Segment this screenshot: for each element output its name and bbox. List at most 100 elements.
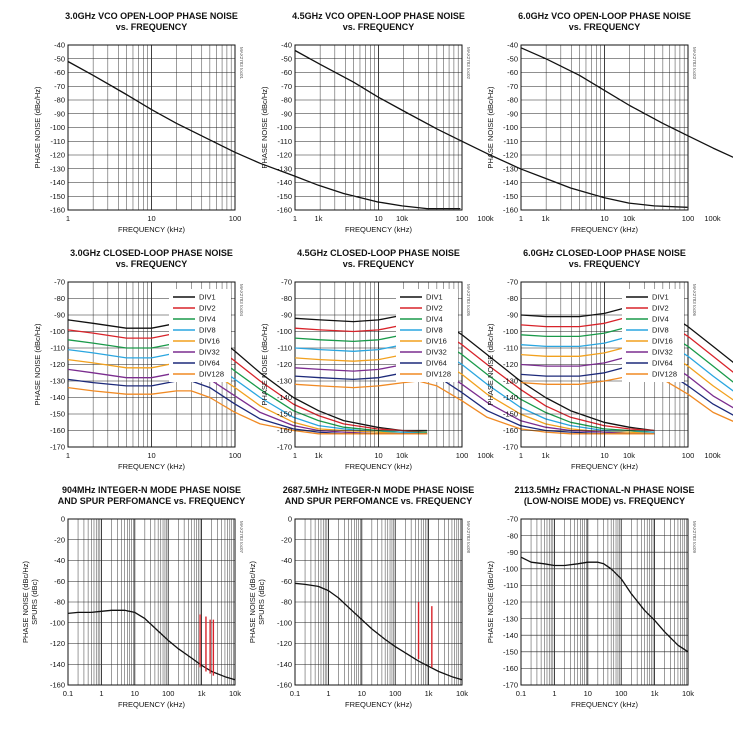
x-tick-label: 100k — [704, 451, 721, 460]
y-tick-label: -100 — [277, 327, 292, 336]
y-tick-label: -70 — [507, 278, 518, 287]
chart-8: 2687.5MHz INTEGER-N MODE PHASE NOISEAND … — [248, 485, 474, 709]
chart-title: vs. FREQUENCY — [569, 22, 641, 32]
legend-label: DIV1 — [652, 293, 669, 302]
legend-box — [622, 289, 684, 382]
chart-code: MAX2783 toc01 — [239, 47, 244, 80]
chart-title: 2113.5MHz FRACTIONAL-N PHASE NOISE — [514, 485, 694, 495]
y-tick-label: -50 — [281, 54, 292, 63]
y-tick-label: -70 — [507, 82, 518, 91]
legend-label: DIV4 — [426, 315, 443, 324]
x-tick-label: 10 — [374, 451, 382, 460]
y-tick-label: -130 — [503, 614, 518, 623]
x-axis-label: FREQUENCY (kHz) — [571, 462, 638, 471]
legend-label: DIV128 — [652, 370, 677, 379]
y-tick-label: -80 — [281, 96, 292, 105]
x-tick-label: 100k — [477, 451, 494, 460]
x-tick-label: 1 — [519, 451, 523, 460]
chart-title: AND SPUR PERFOMANCE vs. FREQUENCY — [285, 496, 473, 506]
chart-title: vs. FREQUENCY — [343, 259, 415, 269]
series-line-div128 — [67, 386, 428, 435]
x-tick-label: 100 — [389, 689, 402, 698]
y-tick-label: -120 — [50, 639, 65, 648]
y-tick-label: -40 — [281, 41, 292, 50]
y-tick-label: -150 — [277, 410, 292, 419]
series-line-div2 — [520, 314, 733, 373]
y-tick-label: -110 — [504, 137, 518, 146]
y-tick-label: -90 — [507, 548, 518, 557]
x-tick-label: 1 — [293, 214, 297, 223]
y-tick-label: -140 — [50, 178, 65, 187]
series-line — [67, 60, 461, 210]
y-tick-label: -140 — [50, 393, 65, 402]
y-tick-label: -140 — [503, 631, 518, 640]
x-tick-label: 1k — [651, 689, 659, 698]
series-line — [294, 582, 463, 681]
y-tick-label: -150 — [277, 192, 292, 201]
y-axis-label: PHASE NOISE (dBc/Hz) — [21, 560, 30, 643]
series-line — [520, 556, 689, 653]
y-tick-label: -60 — [507, 68, 518, 77]
y-tick-label: -110 — [504, 344, 518, 353]
y-tick-label: -120 — [50, 360, 65, 369]
y-tick-label: -130 — [277, 377, 292, 386]
y-tick-label: -80 — [281, 294, 292, 303]
y-tick-label: -130 — [503, 377, 518, 386]
y-tick-label: -160 — [277, 681, 292, 690]
y-tick-label: -90 — [281, 109, 292, 118]
y-tick-label: -120 — [277, 639, 292, 648]
y-tick-label: -140 — [277, 393, 292, 402]
legend-label: DIV8 — [652, 326, 669, 335]
legend-label: DIV128 — [199, 370, 224, 379]
y-tick-label: -70 — [281, 278, 292, 287]
x-tick-label: 100 — [229, 451, 242, 460]
x-tick-label: 10 — [584, 689, 592, 698]
x-axis-label: FREQUENCY (kHz) — [345, 462, 412, 471]
x-tick-label: 0.1 — [516, 689, 526, 698]
chart-code: MAX2783 toc09 — [692, 521, 697, 554]
x-tick-label: 100 — [615, 689, 628, 698]
y-tick-label: -170 — [503, 443, 518, 452]
legend-label: DIV32 — [426, 348, 447, 357]
legend-label: DIV64 — [199, 359, 220, 368]
legend-label: DIV16 — [652, 337, 673, 346]
y-tick-label: -170 — [50, 443, 65, 452]
y-tick-label: -70 — [281, 82, 292, 91]
y-tick-label: -70 — [54, 82, 65, 91]
y-axis-label: PHASE NOISE (dBc/Hz) — [260, 323, 269, 406]
x-axis-label: FREQUENCY (kHz) — [345, 700, 412, 709]
x-tick-label: 1k — [425, 689, 433, 698]
x-tick-label: 10k — [396, 451, 408, 460]
legend-label: DIV4 — [652, 315, 669, 324]
y-tick-label: -120 — [277, 360, 292, 369]
x-tick-label: 1 — [66, 451, 70, 460]
y-tick-label: -140 — [50, 660, 65, 669]
y-tick-label: -70 — [54, 278, 65, 287]
y-tick-label: -90 — [54, 109, 65, 118]
y-tick-label: -170 — [277, 443, 292, 452]
x-tick-label: 10 — [600, 214, 608, 223]
chart-code: MAX2783 toc04 — [239, 284, 244, 317]
legend-label: DIV32 — [199, 348, 220, 357]
y-tick-label: -160 — [503, 206, 518, 215]
y-tick-label: -130 — [503, 164, 518, 173]
chart-title: AND SPUR PERFOMANCE vs. FREQUENCY — [58, 496, 246, 506]
y-axis-label: PHASE NOISE (dBc/Hz) — [260, 86, 269, 169]
y-tick-label: -40 — [54, 556, 65, 565]
plot-frame — [520, 44, 689, 211]
y-tick-label: -40 — [507, 41, 518, 50]
y-tick-label: -160 — [277, 426, 292, 435]
x-tick-label: 10k — [396, 214, 408, 223]
x-axis-label: FREQUENCY (kHz) — [571, 700, 638, 709]
legend-label: DIV2 — [652, 304, 669, 313]
legend-box — [169, 289, 231, 382]
y-tick-label: -140 — [503, 178, 518, 187]
y-tick-label: -130 — [50, 164, 65, 173]
legend-label: DIV16 — [426, 337, 447, 346]
x-tick-label: 10 — [147, 451, 155, 460]
y-axis-label-secondary: SPURS (dBc) — [30, 579, 39, 625]
y-tick-label: -90 — [507, 311, 518, 320]
chart-title: 6.0GHz VCO OPEN-LOOP PHASE NOISE — [518, 11, 691, 21]
chart-title: 4.5GHz CLOSED-LOOP PHASE NOISE — [297, 248, 460, 258]
